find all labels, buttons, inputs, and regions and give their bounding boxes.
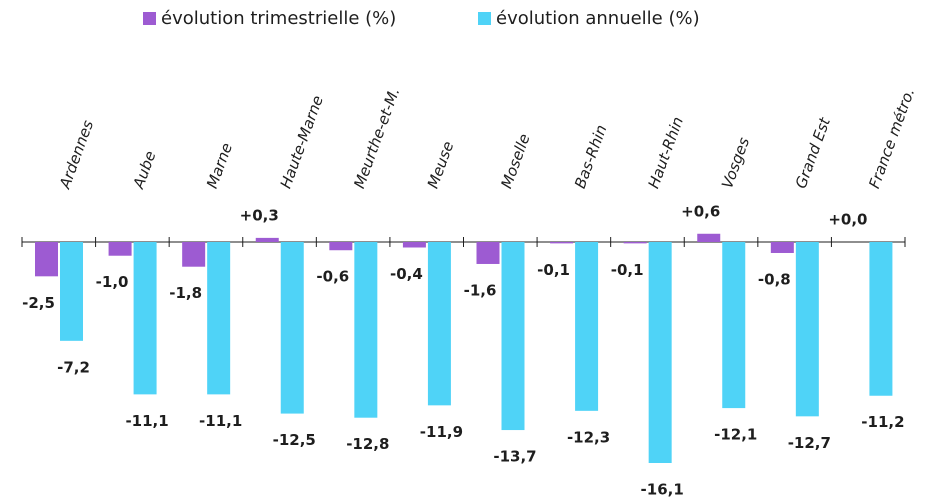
value-label: -12,3 bbox=[567, 428, 610, 446]
x-tick-label: Haut-Rhin bbox=[645, 114, 688, 191]
x-tick-label: Bas-Rhin bbox=[571, 122, 611, 190]
bar bbox=[501, 242, 525, 431]
bar bbox=[329, 242, 353, 251]
value-label: -12,1 bbox=[714, 426, 757, 444]
bar bbox=[476, 242, 500, 264]
bar bbox=[427, 242, 451, 406]
value-label: -7,2 bbox=[57, 358, 90, 376]
value-label: -0,6 bbox=[316, 268, 349, 286]
bar bbox=[722, 242, 746, 409]
bar bbox=[550, 242, 574, 244]
bar bbox=[402, 242, 426, 248]
x-tick-label: Haute-Marne bbox=[277, 93, 327, 191]
bar bbox=[648, 242, 672, 463]
value-label: -2,5 bbox=[22, 294, 55, 312]
value-label: -11,2 bbox=[861, 413, 904, 431]
bar bbox=[60, 242, 83, 341]
value-label: -12,7 bbox=[788, 434, 831, 452]
value-label: -0,4 bbox=[390, 265, 423, 283]
legend-label: évolution trimestrielle (%) bbox=[161, 8, 396, 29]
x-tick-label: Grand Est bbox=[792, 114, 835, 191]
value-label: -11,1 bbox=[125, 412, 168, 430]
value-label: -12,5 bbox=[273, 431, 316, 449]
bar bbox=[182, 242, 206, 267]
bar bbox=[869, 242, 893, 396]
legend-label: évolution annuelle (%) bbox=[496, 8, 700, 29]
legend-swatch bbox=[143, 12, 156, 25]
x-tick-label: Marne bbox=[203, 141, 236, 191]
bar bbox=[133, 242, 157, 395]
value-label: -0,1 bbox=[537, 261, 570, 279]
bar bbox=[795, 242, 819, 417]
bar bbox=[255, 237, 279, 242]
bar bbox=[623, 242, 647, 244]
value-label: -16,1 bbox=[641, 481, 684, 499]
bar bbox=[108, 242, 132, 256]
bar bbox=[280, 242, 304, 414]
x-tick-label: Vosges bbox=[718, 135, 753, 191]
value-label: -1,6 bbox=[464, 281, 497, 299]
value-label: +0,3 bbox=[240, 206, 279, 224]
bar bbox=[575, 242, 599, 411]
value-label: -0,8 bbox=[758, 270, 791, 288]
value-label: +0,6 bbox=[681, 202, 720, 220]
bar bbox=[35, 242, 58, 277]
value-label: -1,8 bbox=[169, 284, 202, 302]
x-tick-label: Meuse bbox=[424, 139, 458, 191]
x-tick-label: Ardennes bbox=[56, 118, 98, 192]
x-tick-label: Meurthe-et-M. bbox=[350, 85, 403, 191]
bar bbox=[697, 233, 721, 242]
x-tick-label: Moselle bbox=[497, 131, 533, 190]
value-label: -13,7 bbox=[493, 448, 536, 466]
x-tick-label: France métro. bbox=[865, 86, 918, 191]
x-tick-label: Aube bbox=[129, 149, 159, 192]
value-label: -11,1 bbox=[199, 412, 242, 430]
value-label: -12,8 bbox=[346, 435, 389, 453]
value-label: -0,1 bbox=[611, 261, 644, 279]
value-label: -1,0 bbox=[96, 273, 129, 291]
legend-swatch bbox=[478, 12, 491, 25]
value-label: -11,9 bbox=[420, 423, 463, 441]
bar bbox=[207, 242, 231, 395]
value-label: +0,0 bbox=[828, 211, 867, 229]
bar bbox=[354, 242, 378, 418]
bar bbox=[770, 242, 794, 253]
